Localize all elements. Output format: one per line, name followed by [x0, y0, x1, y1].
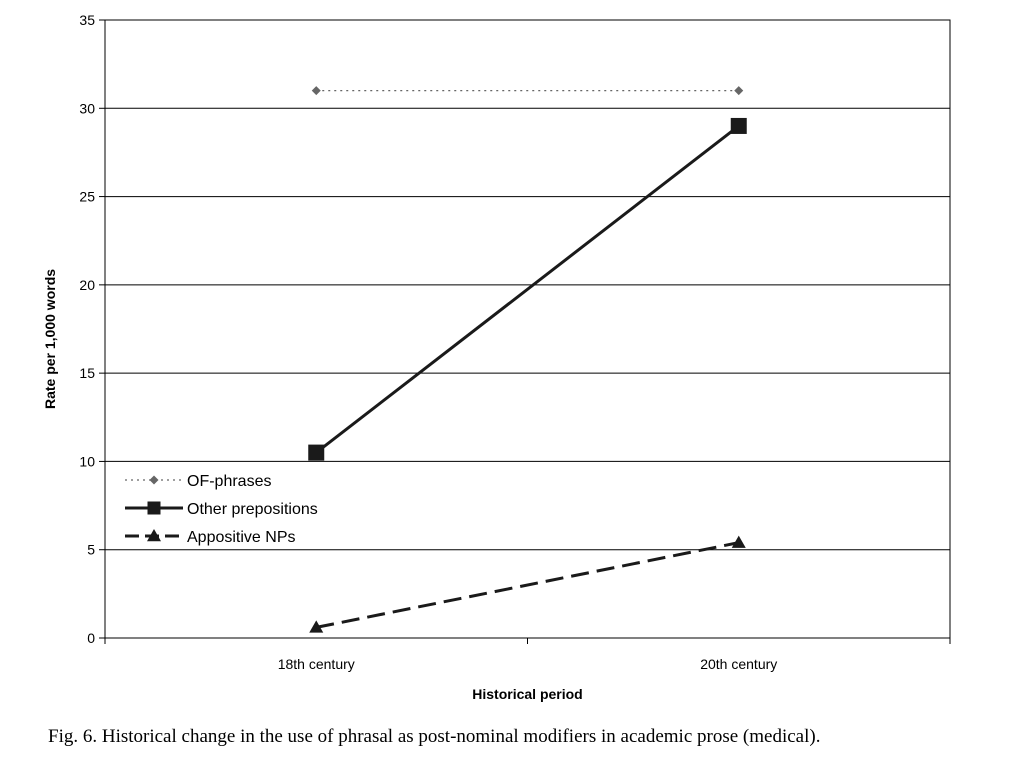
- legend-item-0: OF-phrases: [125, 473, 271, 490]
- series-0: [311, 86, 744, 96]
- legend-item-1: Other prepositions: [125, 501, 318, 518]
- y-tick-label-3: 15: [79, 365, 95, 381]
- gridlines: [105, 107, 950, 551]
- y-tick-label-0: 0: [87, 630, 95, 646]
- series-2-point-1: [731, 535, 746, 548]
- figure-caption: Fig. 6. Historical change in the use of …: [48, 726, 821, 747]
- series-2-line: [315, 541, 740, 629]
- legend: OF-phrases Other prepositions Appositive N…: [125, 473, 318, 546]
- series-0-point-1: [734, 86, 744, 96]
- axes: 0 5 10 15 20 25 30 35 18th century 20th century: [79, 12, 951, 672]
- series-1-point-1: [730, 117, 747, 134]
- x-tick-label-0: 18th century: [278, 656, 355, 672]
- legend-label-2: Appositive NPs: [187, 529, 296, 546]
- legend-label-1: Other prepositions: [187, 501, 318, 518]
- y-tick-label-5: 25: [79, 189, 95, 205]
- legend-label-0: OF-phrases: [187, 473, 271, 490]
- series-0-point-0: [311, 86, 321, 96]
- legend-swatch-marker-0: [149, 475, 159, 485]
- series-1-point-0: [308, 444, 325, 461]
- y-tick-label-4: 20: [79, 277, 95, 293]
- series-2-point-0: [309, 620, 324, 633]
- series-1: [308, 117, 747, 461]
- series-2: [309, 535, 746, 633]
- y-tick-label-6: 30: [79, 100, 95, 116]
- series-layer: [308, 86, 747, 633]
- x-tick-label-1: 20th century: [700, 656, 777, 672]
- legend-item-2: Appositive NPs: [125, 529, 296, 546]
- y-tick-label-1: 5: [87, 542, 95, 558]
- legend-swatch-marker-2: [147, 529, 161, 542]
- line-chart: 0 5 10 15 20 25 30 35 18th century 20th century R…: [42, 12, 951, 702]
- y-tick-label-2: 10: [79, 453, 95, 469]
- series-1-line: [315, 124, 740, 454]
- x-axis-title: Historical period: [472, 686, 582, 702]
- y-tick-label-7: 35: [79, 12, 95, 28]
- y-axis-title: Rate per 1,000 words: [42, 269, 58, 409]
- legend-swatch-marker-1: [147, 501, 161, 515]
